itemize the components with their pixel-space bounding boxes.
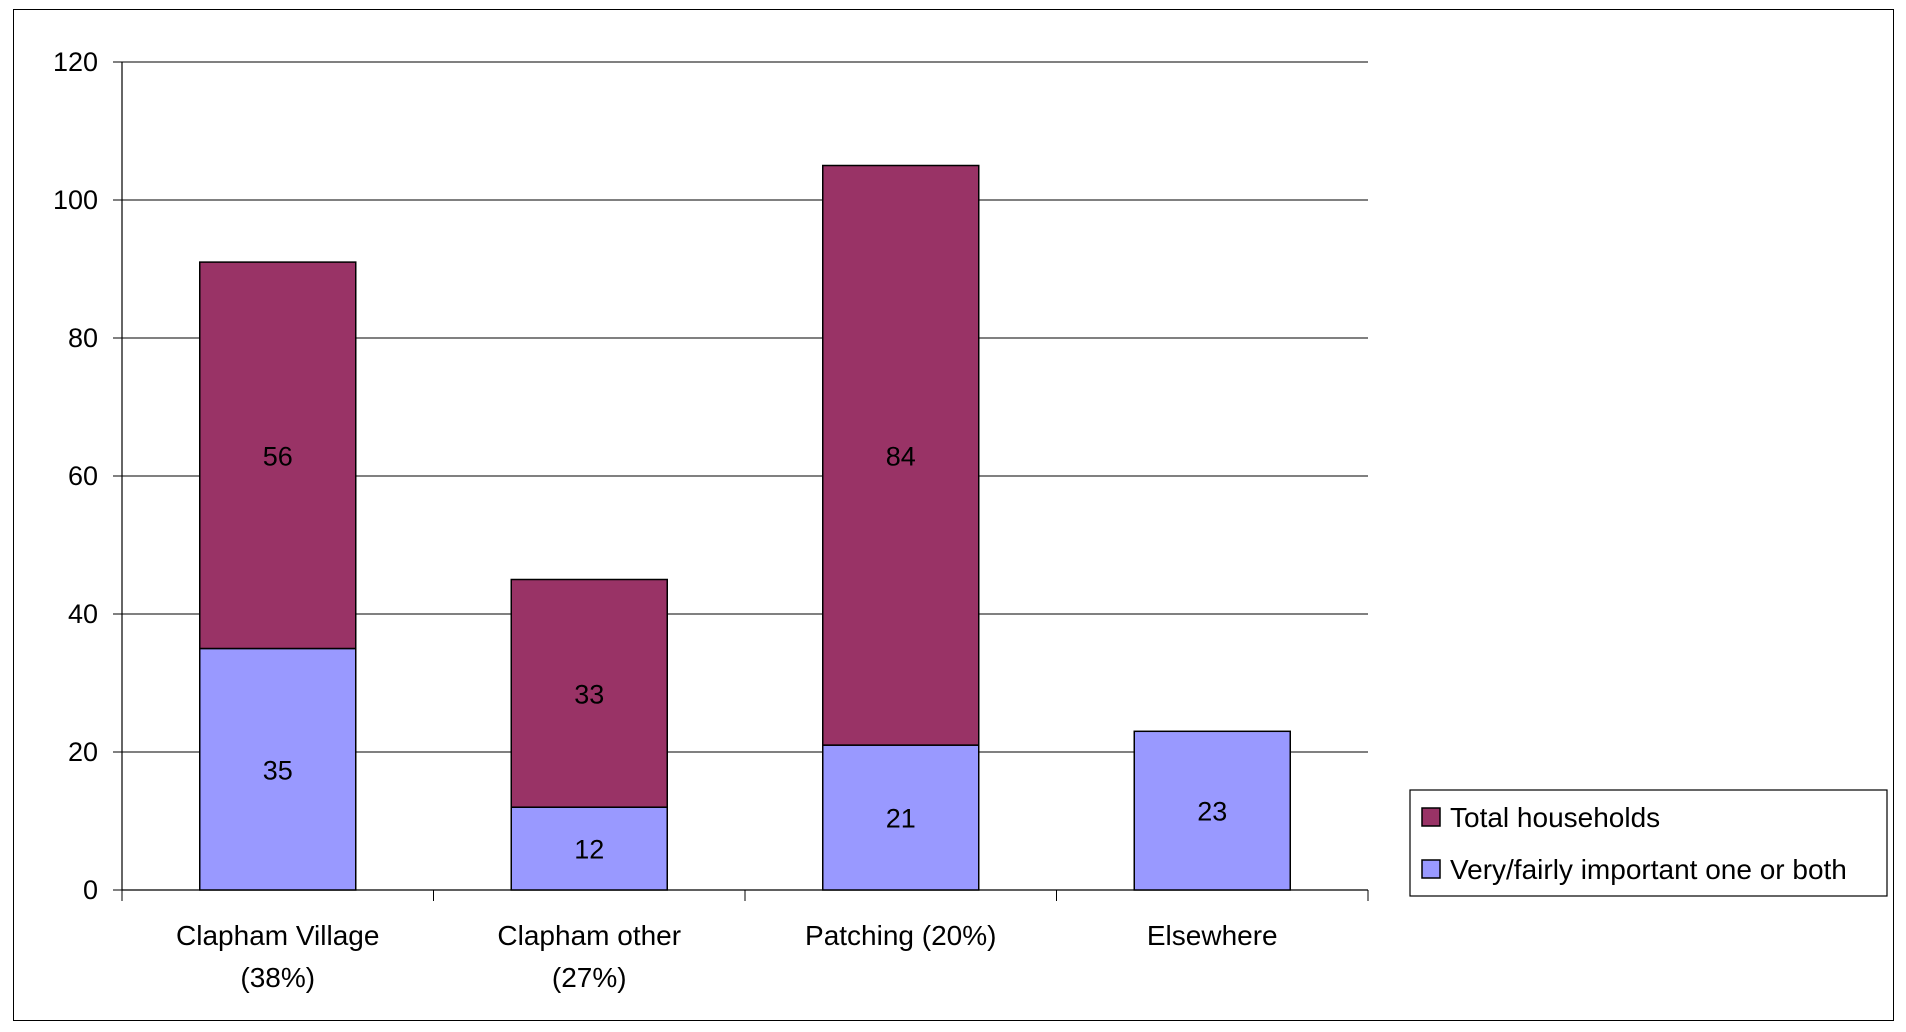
y-tick-label-40: 40 [68,599,98,629]
y-tick-label-100: 100 [53,185,98,215]
y-tick-label-80: 80 [68,323,98,353]
y-tick-label-20: 20 [68,737,98,767]
legend-box [1409,789,1888,897]
x-category-label-1-line1: (27%) [552,962,627,993]
data-label-series0-cat3: 23 [1197,797,1227,827]
bar-series1-cat0 [199,261,357,650]
data-label-series0-cat2: 21 [886,804,916,834]
legend-label-1: Total households [1450,802,1660,833]
data-label-series1-cat0: 56 [263,441,293,471]
y-tick-label-120: 120 [53,47,98,77]
bar-series0-cat1 [510,806,668,891]
y-tick-label-60: 60 [68,461,98,491]
data-label-series1-cat1: 33 [574,679,604,709]
bar-series1-cat2 [822,164,980,746]
bar-series0-cat2 [822,744,980,891]
x-category-label-3-line0: Elsewhere [1147,920,1278,951]
x-category-label-0-line0: Clapham Village [176,920,379,951]
bar-series0-cat3 [1133,730,1291,891]
bar-series1-cat1 [510,578,668,808]
legend-swatch-1 [1421,807,1441,827]
bar-series0-cat0 [199,647,357,891]
data-label-series0-cat1: 12 [574,835,604,865]
data-label-series1-cat2: 84 [886,441,916,471]
x-category-label-1-line0: Clapham other [497,920,681,951]
legend-swatch-0 [1421,859,1441,879]
y-tick-label-0: 0 [83,875,98,905]
x-category-label-0-line1: (38%) [240,962,315,993]
legend-label-0: Very/fairly important one or both [1450,854,1847,885]
x-category-label-2-line0: Patching (20%) [805,920,996,951]
data-label-series0-cat0: 35 [263,755,293,785]
